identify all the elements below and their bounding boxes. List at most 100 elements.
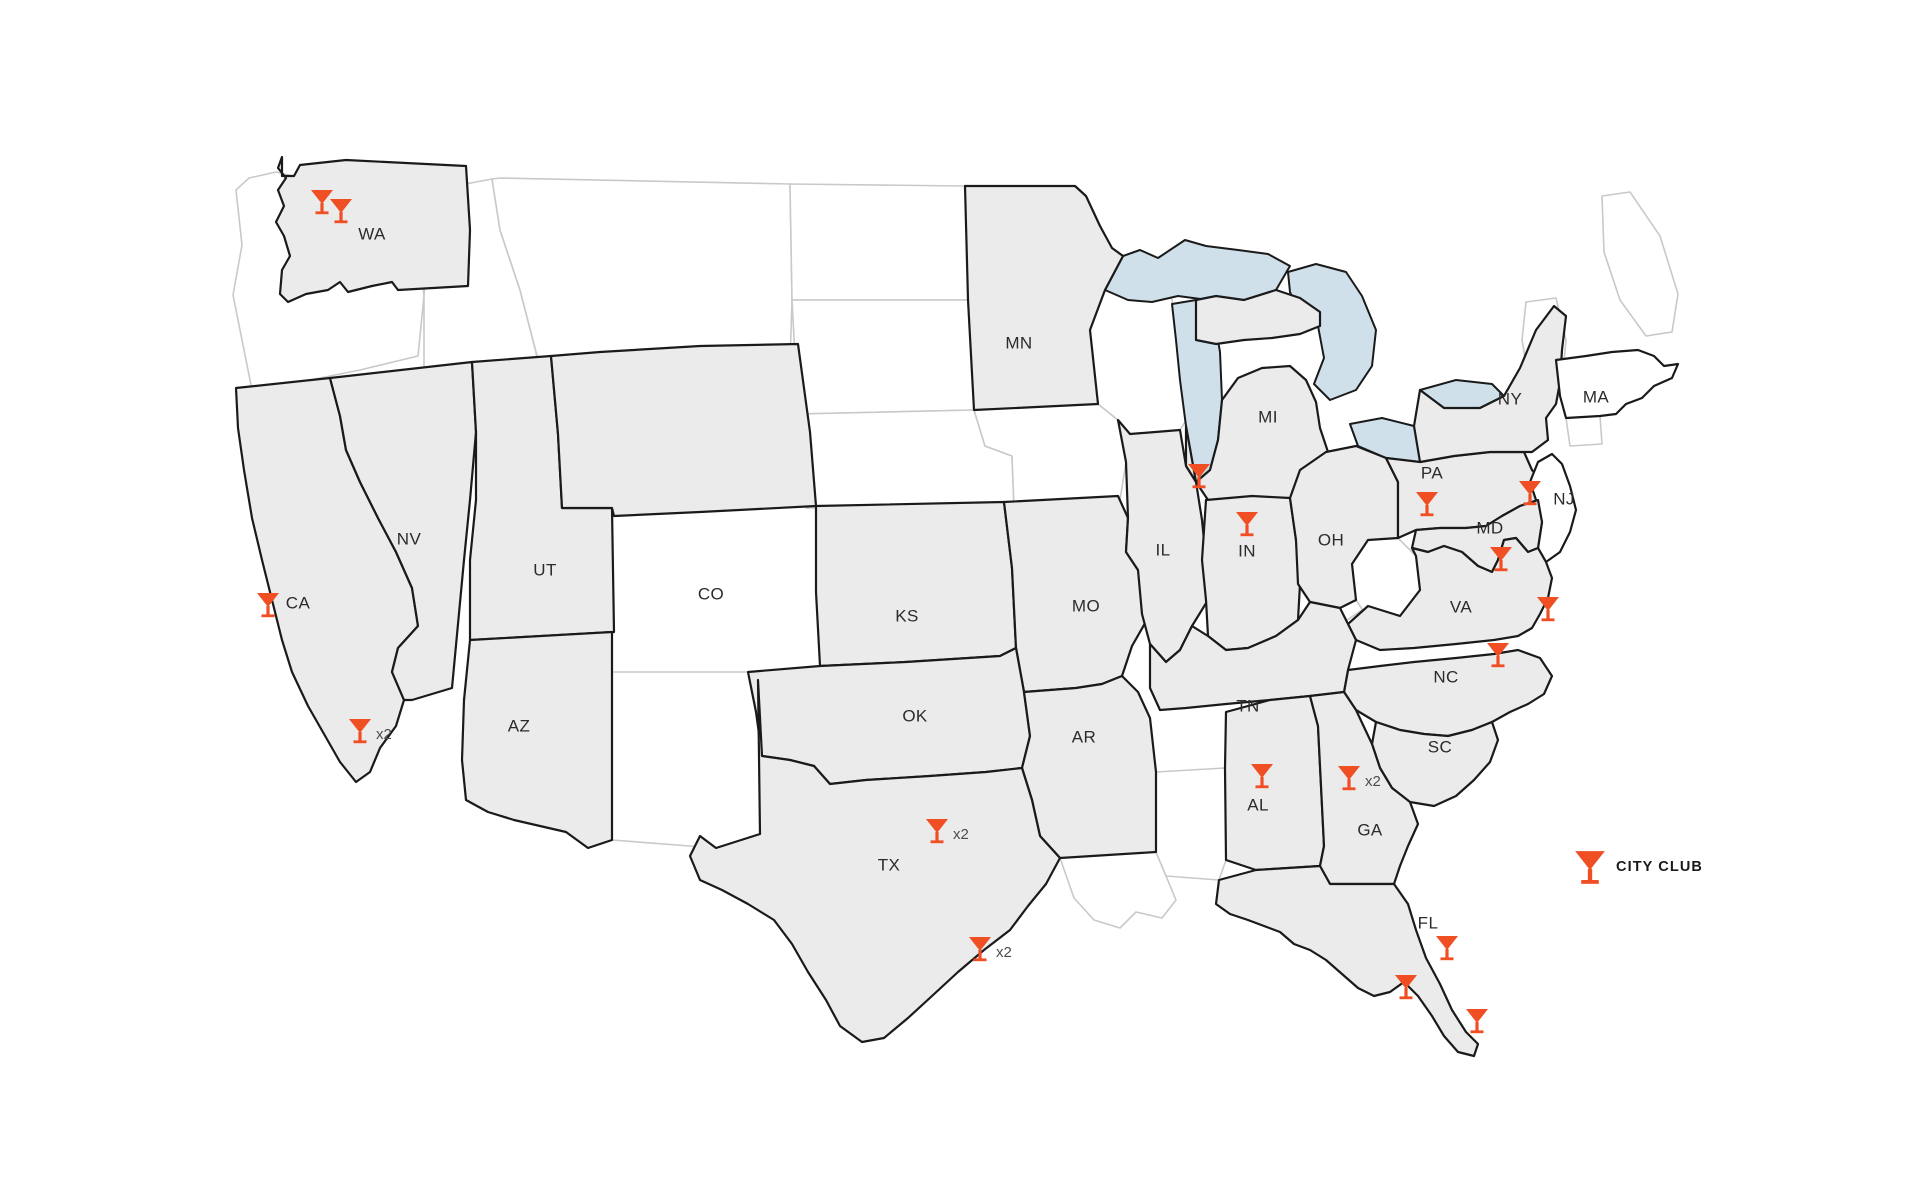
martini-glass-icon[interactable] [257, 593, 279, 618]
location-marker[interactable] [1466, 1009, 1488, 1034]
state-label-tx: TX [878, 855, 901, 874]
location-marker[interactable] [1490, 547, 1512, 572]
state-shape-mi-up [1194, 288, 1322, 346]
marker-count-label: x2 [953, 826, 969, 843]
location-marker[interactable] [1416, 492, 1438, 517]
state-label-va: VA [1450, 597, 1472, 616]
martini-glass-icon[interactable] [926, 819, 948, 844]
martini-glass-icon[interactable] [969, 937, 991, 962]
state-shape-ks [814, 500, 1018, 668]
state-label-nv: NV [397, 529, 422, 548]
martini-glass-icon[interactable] [1519, 481, 1541, 506]
martini-glass-icon[interactable] [1188, 464, 1210, 489]
state-shape-ma [1554, 348, 1680, 420]
martini-bowl [969, 937, 991, 951]
martini-base [930, 840, 944, 844]
location-marker[interactable] [1537, 597, 1559, 622]
martini-glass-icon[interactable] [311, 190, 333, 215]
martini-stem [266, 606, 270, 615]
martini-base [1255, 785, 1269, 789]
state-label-ma: MA [1583, 387, 1610, 406]
martini-bowl [330, 199, 352, 213]
martini-base [1399, 996, 1413, 1000]
martini-glass-icon[interactable] [1490, 547, 1512, 572]
martini-base [1240, 533, 1254, 537]
state-labels-layer: WA MN MI NY MA PA NJ MD CA NV UT CO KS MO IL IN OH VA NC SC… [286, 224, 1610, 932]
state-label-nc: NC [1433, 667, 1458, 686]
martini-base [1342, 787, 1356, 791]
martini-glass-icon[interactable] [1537, 597, 1559, 622]
martini-bowl [926, 819, 948, 833]
martini-stem [1347, 779, 1351, 788]
martini-stem [1499, 560, 1503, 569]
martini-stem [358, 732, 362, 741]
state-label-pa: PA [1421, 463, 1443, 482]
location-marker[interactable] [1188, 464, 1210, 489]
state-label-mi: MI [1258, 407, 1278, 426]
location-marker[interactable] [257, 593, 279, 618]
martini-glass-icon[interactable] [1251, 764, 1273, 789]
state-shape-nm [611, 671, 761, 849]
state-label-ar: AR [1072, 727, 1096, 746]
state-shape-ar [1020, 674, 1158, 860]
martini-bowl [257, 593, 279, 607]
martini-bowl [1519, 481, 1541, 495]
state-label-mo: MO [1072, 596, 1100, 615]
state-shape-co [549, 342, 818, 518]
martini-glass-icon[interactable] [1416, 492, 1438, 517]
location-marker[interactable] [1436, 936, 1458, 961]
martini-glass-icon[interactable] [349, 719, 371, 744]
location-marker[interactable]: x2 [926, 819, 969, 844]
location-marker[interactable] [1519, 481, 1541, 506]
martini-glass-icon[interactable] [1487, 643, 1509, 668]
martini-base [261, 614, 275, 618]
martini-base [353, 740, 367, 744]
state-label-ok: OK [902, 706, 928, 725]
location-marker[interactable] [1487, 643, 1509, 668]
martini-stem [1197, 477, 1201, 486]
state-shape-tn [1148, 600, 1358, 712]
martini-glass-icon[interactable] [1236, 512, 1258, 537]
state-shape-fl [1214, 864, 1480, 1058]
location-marker[interactable] [1251, 764, 1273, 789]
martini-bowl [1338, 766, 1360, 780]
martini-glass-icon[interactable] [330, 199, 352, 224]
martini-stem [1496, 656, 1500, 665]
martini-stem [1528, 494, 1532, 503]
martini-glass-icon[interactable] [1466, 1009, 1488, 1034]
location-marker[interactable]: x2 [349, 719, 392, 744]
martini-base [1470, 1030, 1484, 1034]
location-marker[interactable]: x2 [969, 937, 1012, 962]
martini-glass-icon[interactable] [1436, 936, 1458, 961]
martini-bowl [1416, 492, 1438, 506]
martini-base [1440, 957, 1454, 961]
state-label-il: IL [1156, 540, 1171, 559]
martini-glass-icon[interactable] [1395, 975, 1417, 1000]
state-shape-nv [328, 360, 478, 702]
martini-bowl [1251, 764, 1273, 778]
martini-base [1541, 618, 1555, 622]
marker-count-label: x2 [996, 944, 1012, 961]
location-marker[interactable] [330, 199, 352, 224]
lake-superior [1104, 239, 1291, 303]
location-marker[interactable]: x2 [1338, 766, 1381, 791]
state-shape-tx [688, 678, 1062, 1044]
martini-bowl [1436, 936, 1458, 950]
state-shape-sd [791, 299, 975, 415]
state-shape-ga [1308, 690, 1420, 886]
location-marker[interactable] [1236, 512, 1258, 537]
state-label-tn: TN [1236, 696, 1259, 715]
martini-bowl [311, 190, 333, 204]
martini-bowl [1537, 597, 1559, 611]
active-states-layer [234, 155, 1680, 1058]
martini-base [334, 220, 348, 224]
state-shape-nd [789, 183, 969, 301]
location-marker[interactable] [1395, 975, 1417, 1000]
martini-stem [1245, 525, 1249, 534]
location-marker[interactable] [311, 190, 333, 215]
state-label-mn: MN [1005, 333, 1032, 352]
state-label-ga: GA [1357, 820, 1383, 839]
martini-glass-icon[interactable] [1338, 766, 1360, 791]
state-shape-la [1059, 851, 1177, 929]
